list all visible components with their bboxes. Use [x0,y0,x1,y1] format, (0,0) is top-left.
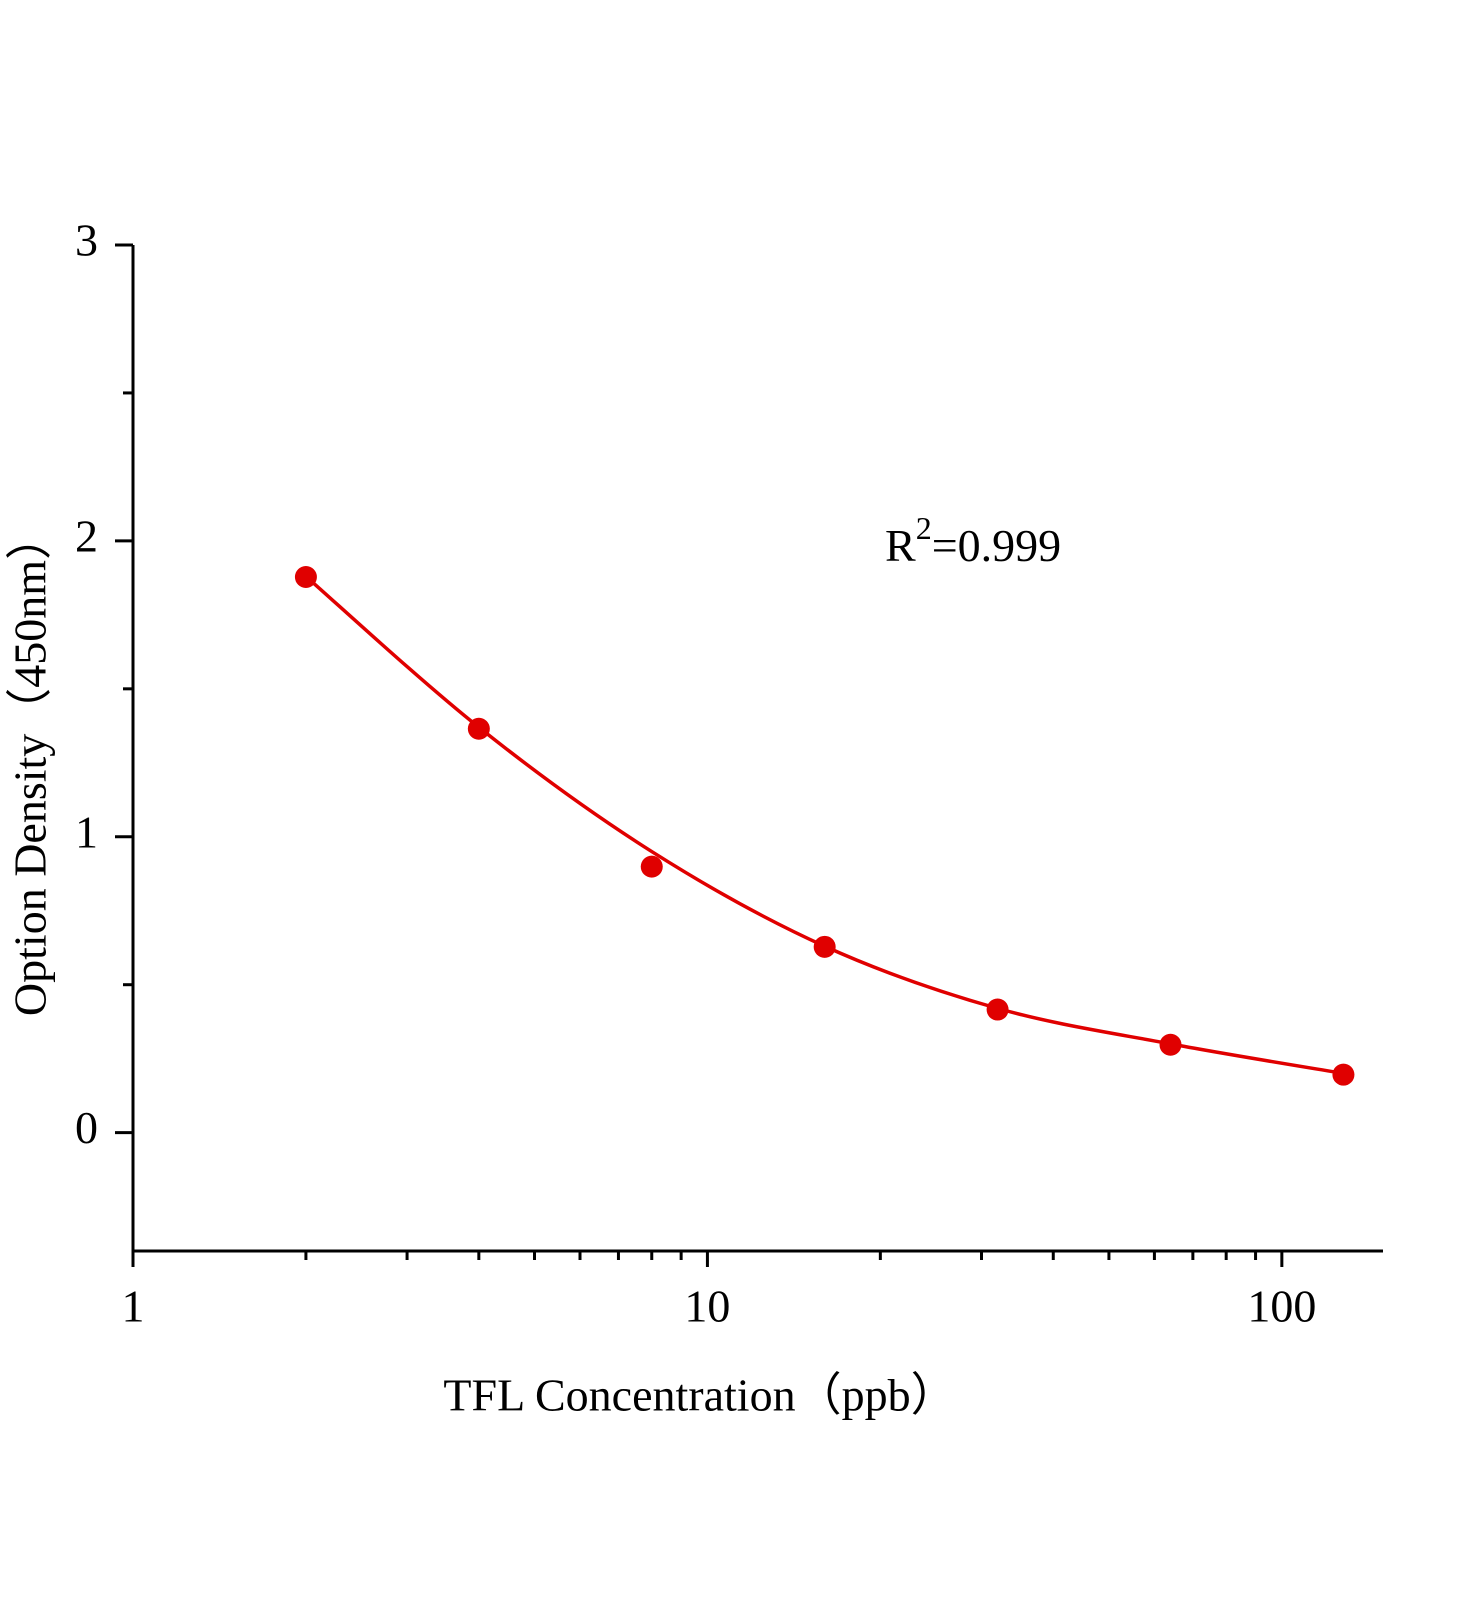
fit-curve [304,575,1344,1076]
x-tick-label: 10 [684,1281,730,1332]
x-axis-label: TFL Concentration（ppb） [443,1370,956,1421]
x-tick-label: 100 [1247,1281,1316,1332]
y-tick-label: 2 [75,510,98,561]
y-tick-label: 0 [75,1102,98,1153]
annotation-text: =0.999 [932,520,1061,571]
annotation-sup: 2 [916,510,932,546]
x-tick-label: 1 [122,1281,145,1332]
y-tick-label: 1 [75,806,98,857]
data-point [640,855,663,878]
annotation: R2=0.999 [885,510,1061,570]
y-tick-label: 3 [75,215,98,266]
annotation-base: R [885,520,916,571]
y-axis-label: Option Density（450nm） [5,514,56,1016]
data-point [1332,1063,1355,1086]
